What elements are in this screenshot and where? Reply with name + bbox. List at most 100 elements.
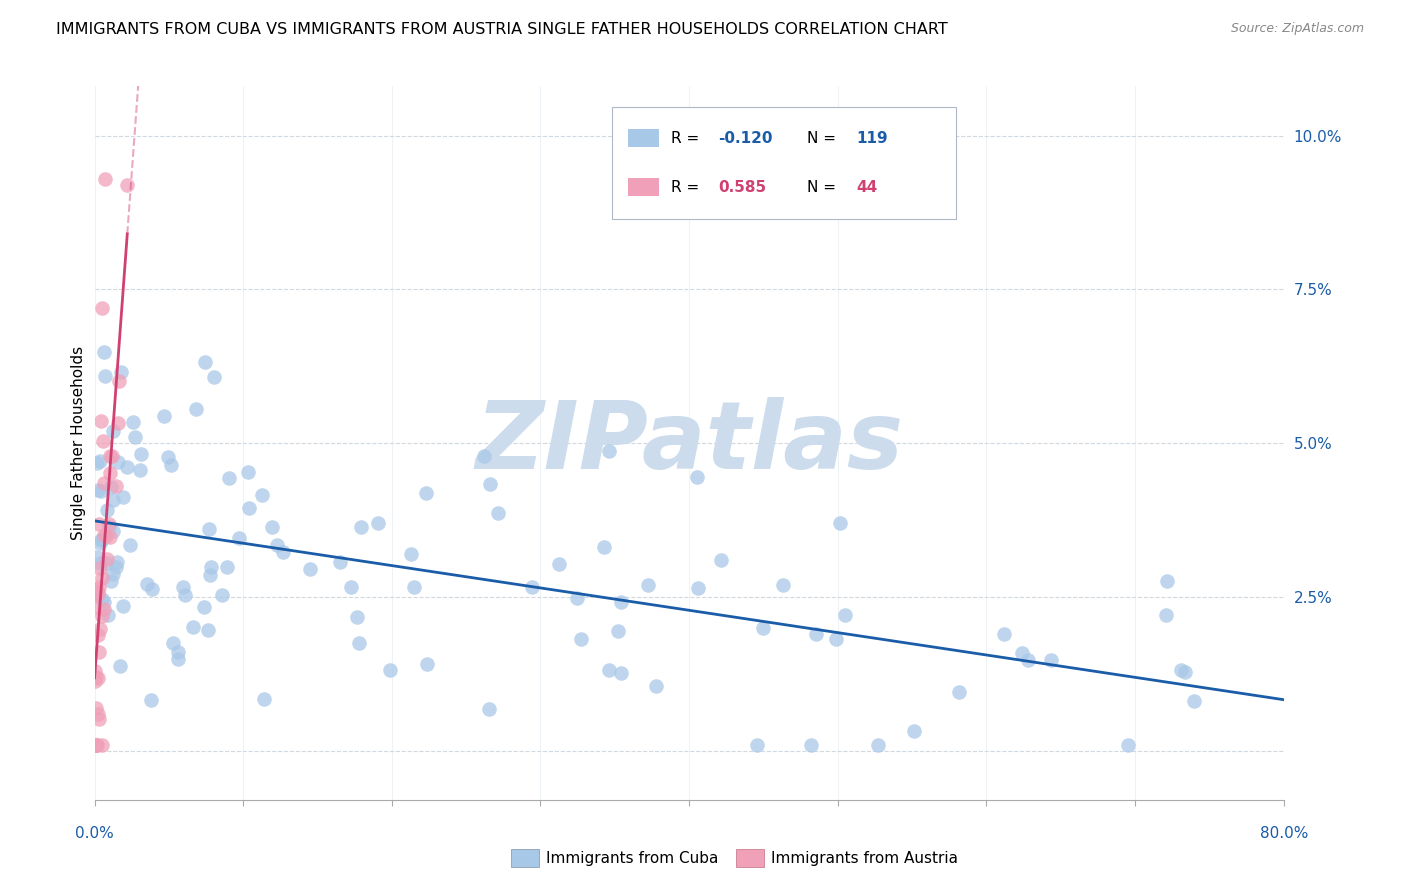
Point <box>607 624 630 639</box>
Point <box>111 599 134 613</box>
Point <box>96 551 118 566</box>
Point <box>547 557 569 571</box>
Point <box>98 449 121 463</box>
Point <box>252 692 274 706</box>
Text: Immigrants from Cuba: Immigrants from Cuba <box>546 851 718 865</box>
Text: N =: N = <box>807 131 841 145</box>
Point <box>93 345 115 359</box>
Point <box>238 501 260 516</box>
Point <box>903 723 925 738</box>
Point <box>108 659 131 673</box>
Text: 44: 44 <box>856 180 877 194</box>
Text: Source: ZipAtlas.com: Source: ZipAtlas.com <box>1230 22 1364 36</box>
Point <box>101 567 124 582</box>
Point <box>159 458 181 472</box>
Point <box>97 607 120 622</box>
Point <box>90 533 112 548</box>
Point <box>993 627 1015 641</box>
Point <box>204 370 226 384</box>
Point <box>346 610 368 624</box>
Point <box>93 602 115 616</box>
Point <box>830 516 852 530</box>
Text: 0.585: 0.585 <box>718 180 766 194</box>
Point <box>84 600 107 615</box>
Point <box>84 700 107 714</box>
Text: N =: N = <box>807 180 841 194</box>
Point <box>688 581 710 595</box>
Point <box>211 588 233 602</box>
Point <box>571 632 593 647</box>
Text: 0.0%: 0.0% <box>75 827 114 841</box>
Point <box>93 528 115 542</box>
Point <box>87 712 110 726</box>
Point <box>86 738 108 752</box>
Point <box>107 416 129 430</box>
Point <box>120 538 142 552</box>
Point <box>89 561 111 575</box>
Point <box>1156 574 1178 588</box>
Point <box>266 538 288 552</box>
Point <box>84 665 107 679</box>
Point <box>100 480 122 494</box>
Point <box>90 483 112 498</box>
Point <box>98 517 121 532</box>
Point <box>416 657 439 671</box>
Point <box>593 540 616 554</box>
Point <box>141 693 163 707</box>
Point <box>598 443 620 458</box>
Point <box>644 679 666 693</box>
Point <box>105 560 128 574</box>
Point <box>710 553 733 567</box>
Point <box>1040 653 1063 667</box>
Point <box>472 450 495 464</box>
Point <box>367 516 389 531</box>
Point <box>84 670 107 684</box>
Point <box>90 532 112 546</box>
Point <box>84 582 107 596</box>
Point <box>747 738 769 752</box>
Point <box>218 471 240 485</box>
Point <box>522 580 544 594</box>
Point <box>84 738 107 752</box>
Point <box>1154 607 1177 622</box>
Point <box>166 651 188 665</box>
Point <box>91 592 114 607</box>
Point <box>87 517 110 532</box>
Point <box>89 622 111 636</box>
Point <box>90 738 112 752</box>
Point <box>610 665 633 680</box>
Point <box>686 470 709 484</box>
Point <box>87 707 110 722</box>
Point <box>93 475 115 490</box>
Point <box>415 485 437 500</box>
Point <box>128 463 150 477</box>
Point <box>94 171 117 186</box>
Point <box>101 449 124 463</box>
Point <box>250 488 273 502</box>
Point <box>91 434 114 448</box>
Point <box>198 522 221 536</box>
Point <box>834 607 856 622</box>
Point <box>103 524 125 538</box>
Point <box>193 599 215 614</box>
Point <box>89 454 111 468</box>
Point <box>93 595 115 609</box>
Point <box>91 609 114 624</box>
Point <box>1170 663 1192 677</box>
Point <box>87 587 110 601</box>
Point <box>152 409 174 423</box>
Point <box>110 365 132 379</box>
Point <box>194 355 217 369</box>
Point <box>486 506 509 520</box>
Point <box>1011 646 1033 660</box>
Point <box>477 702 499 716</box>
Point <box>868 738 890 752</box>
Point <box>84 738 107 752</box>
Point <box>86 456 108 470</box>
Point <box>87 584 110 599</box>
Point <box>136 576 159 591</box>
Point <box>228 532 250 546</box>
Point <box>124 430 146 444</box>
Point <box>107 374 129 388</box>
Point <box>402 580 425 594</box>
